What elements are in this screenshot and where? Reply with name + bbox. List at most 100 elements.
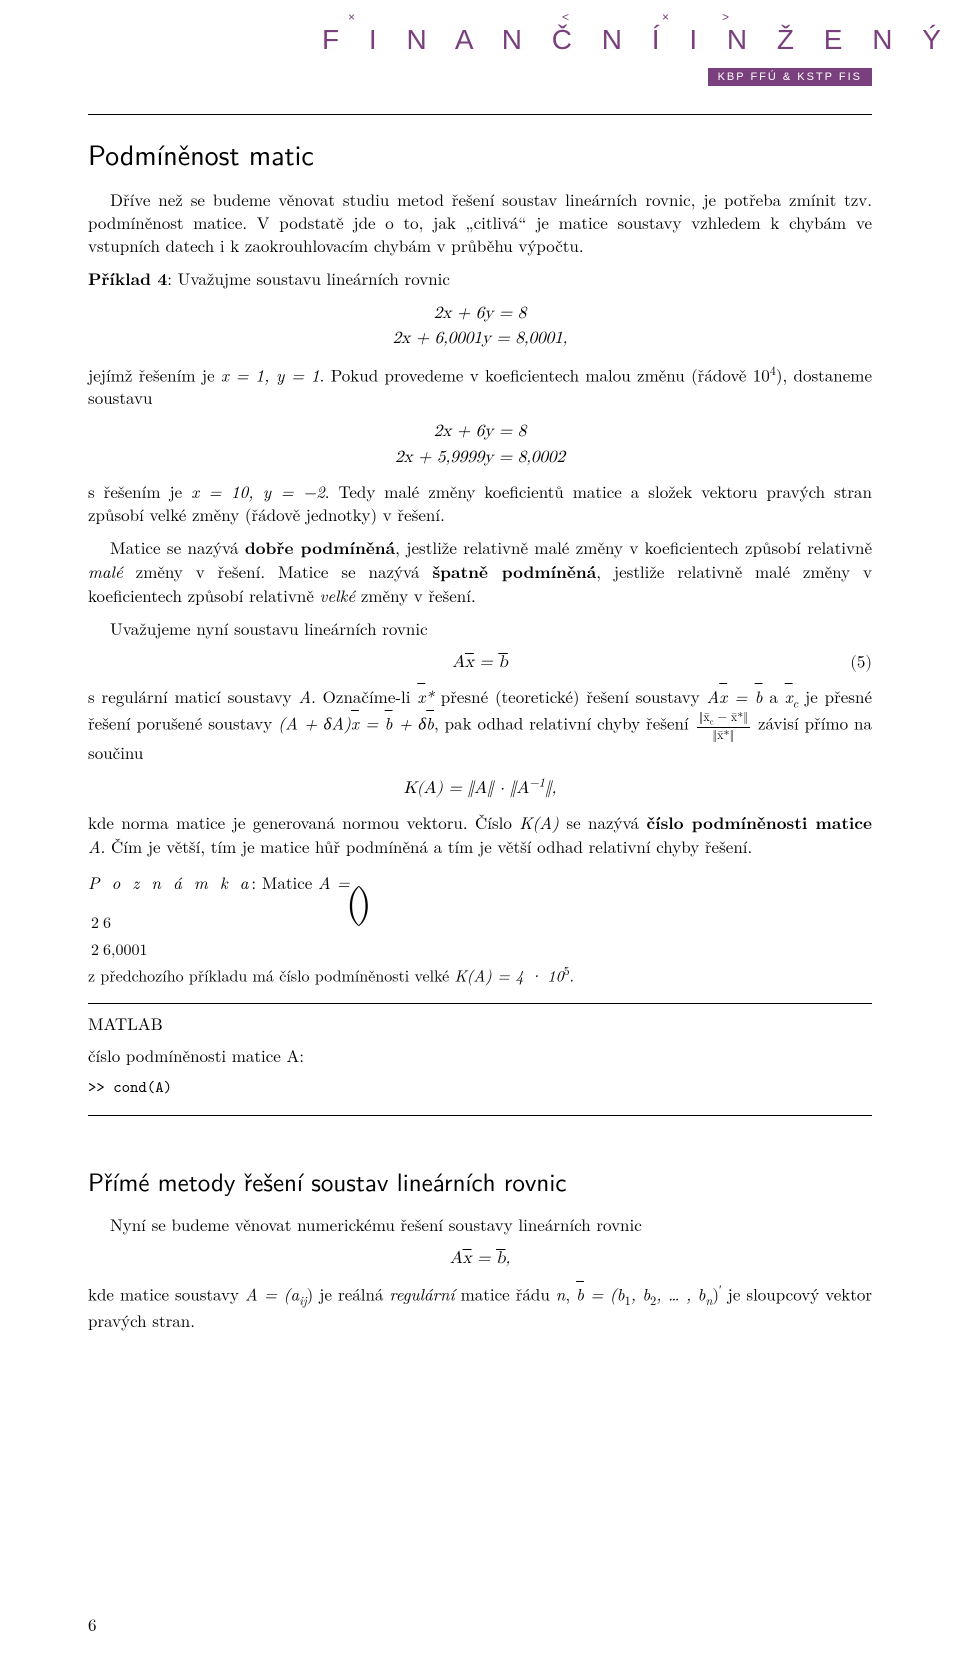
p4b: , jestliže relativně malé změny v koefic…	[395, 535, 872, 559]
remark-label: P o z n á m k a	[88, 870, 251, 894]
p6-perturbed: (A + δA)x = b + δb	[278, 711, 434, 735]
eq5-number: (5)	[850, 650, 872, 676]
p4a: Matice se nazývá	[110, 535, 245, 559]
eq-axb-body: Ax = b,	[450, 1250, 510, 1267]
brand-sub-wrap: KBP FFÚ & KSTP FIS	[322, 62, 872, 86]
m-a11: 2	[90, 909, 100, 934]
eq4-exp: −1	[529, 777, 545, 789]
p7c: . Čím je větší, tím je matice hůř podmín…	[101, 834, 753, 858]
para-intro: Dříve než se budeme věnovat studiu metod…	[88, 188, 872, 257]
page: × < × > F I N A N Č N Í I N Ž E N Ý R S …	[0, 0, 960, 1662]
brand-diacritic-marks: × < × >	[322, 10, 872, 24]
mark-3: ×	[662, 10, 669, 24]
p6e: , pak odhad relativní chyby řešení	[434, 711, 695, 735]
mark-2: <	[562, 10, 569, 24]
eq2-line2: 2x + 5,9999y = 8,0002	[395, 449, 565, 466]
para-direct-intro: Nyní se budeme věnovat numerickému řešen…	[88, 1213, 872, 1236]
p6-xc: xc	[785, 684, 799, 708]
term-ill-conditioned: špatně podmíněná	[432, 560, 596, 584]
p9d: ,	[565, 1282, 576, 1306]
matlab-code: >> cond(A)	[88, 1077, 872, 1099]
remark-para: P o z n á m k a: Matice A =	[88, 868, 872, 897]
section-title-conditioning: Podmíněnost matic	[88, 133, 872, 174]
matlab-desc: číslo podmíněnosti matice A:	[88, 1044, 872, 1067]
p2a: jejímž řešením je	[88, 362, 221, 386]
p9-dots: , … , b	[656, 1282, 705, 1306]
em-male: malé	[88, 559, 123, 583]
example-4-intro: Příklad 4: Uvažujme soustavu lineárních …	[88, 267, 872, 291]
matlab-label: MATLAB	[88, 1012, 872, 1035]
p9c: matice řádu	[455, 1282, 556, 1306]
brand-sub-badge: KBP FFÚ & KSTP FIS	[708, 68, 872, 86]
p3a: s řešením je	[88, 479, 191, 503]
m-a21: 2	[90, 936, 100, 961]
p3-solution: x = 10, y = −2	[191, 479, 325, 503]
frac-num-a: ‖x̄	[699, 708, 710, 725]
p9-sub-ij: ij	[299, 1292, 307, 1310]
equation-axb: Ax = b,	[88, 1246, 872, 1272]
equation-5: Ax = b (5)	[88, 650, 872, 676]
remark-a: : Matice	[251, 870, 318, 894]
p9a: kde matice soustavy	[88, 1282, 245, 1306]
m-a22: 6,0001	[102, 936, 148, 961]
p2-solution: x = 1, y = 1	[221, 362, 320, 386]
eq4-main: K(A) = ‖A‖ · ‖A	[404, 780, 530, 797]
p6b: . Označíme-li	[311, 684, 417, 708]
em-velke: velké	[320, 583, 356, 607]
para-matrix-def: kde matice soustavy A = (aij) je reálná …	[88, 1281, 872, 1332]
p9-n: n	[556, 1282, 566, 1306]
p9b: ) je reálná	[307, 1282, 390, 1306]
p7-A2: A	[88, 834, 101, 858]
eq1-line2: 2x + 6,0001y = 8,0001,	[393, 330, 568, 347]
section-title-direct-methods: Přímé metody řešení soustav lineárních r…	[88, 1162, 872, 1199]
para-norm-explain: kde norma matice je generovaná normou ve…	[88, 811, 872, 858]
p7a: kde norma matice je generovaná normou ve…	[88, 810, 519, 834]
frac-den: ‖x̄*‖	[697, 728, 750, 742]
brand-logo: × < × > F I N A N Č N Í I N Ž E N Ý R S …	[322, 24, 872, 86]
mark-1: ×	[348, 10, 355, 24]
p9-A: A = (a	[245, 1282, 299, 1306]
p6a: s regulární maticí soustavy	[88, 684, 298, 708]
remark-b: z předchozího příkladu má číslo podmíněn…	[88, 964, 455, 987]
p2b: . Pokud provedeme v koeficientech malou …	[320, 362, 770, 386]
p6c: přesné (teoretické) řešení soustavy	[434, 684, 707, 708]
matlab-rule-top	[88, 1003, 872, 1004]
para-condition-number: s regulární maticí soustavy A. Označíme-…	[88, 685, 872, 764]
header-rule	[88, 114, 872, 115]
p4c: změny v řešení. Matice se nazývá	[123, 559, 433, 583]
example-4-text: : Uvažujme soustavu lineárních rovnic	[167, 266, 450, 290]
page-header: × < × > F I N A N Č N Í I N Ž E N Ý R S …	[88, 24, 872, 114]
term-condition-number: číslo podmíněnosti matice	[646, 811, 872, 835]
para-consider-system: Uvažujeme nyní soustavu lineárních rovni…	[88, 617, 872, 640]
p9-bvec: b = (b	[576, 1282, 624, 1306]
p6-eqref: Ax = b	[707, 684, 763, 708]
relative-error-fraction: ‖x̄c − x̄*‖‖x̄*‖	[695, 711, 752, 741]
p6-A: A	[298, 684, 311, 708]
p9-c1: , b	[631, 1282, 650, 1306]
para-after-eq1: jejímž řešením je x = 1, y = 1. Pokud pr…	[88, 362, 872, 410]
p7b: se nazývá	[559, 810, 647, 834]
remark-dot: .	[570, 964, 574, 987]
m-a12: 6	[102, 909, 148, 934]
eq-ka: K(A) = ‖A‖ · ‖A−1‖,	[404, 780, 557, 797]
term-well-conditioned: dobře podmíněná	[245, 536, 395, 560]
remark-KA: K(A) = 4 · 10	[455, 964, 564, 987]
para-definition: Matice se nazývá dobře podmíněná, jestli…	[88, 536, 872, 607]
frac-num-b: − x̄*‖	[714, 708, 748, 725]
matlab-rule-bottom	[88, 1115, 872, 1116]
mark-4: >	[722, 10, 729, 24]
equation-system-1: 2x + 6y = 8 2x + 6,0001y = 8,0001,	[88, 301, 872, 352]
eq5-body: Ax = b	[452, 654, 508, 671]
p7-KA: K(A)	[519, 810, 559, 834]
eq4-end: ‖,	[545, 780, 557, 797]
para-after-eq2: s řešením je x = 10, y = −2. Tedy malé z…	[88, 480, 872, 526]
p6-xstar: x*	[417, 684, 434, 708]
equation-condition-number: K(A) = ‖A‖ · ‖A−1‖,	[88, 774, 872, 801]
equation-system-2: 2x + 6y = 8 2x + 5,9999y = 8,0002	[88, 419, 872, 470]
page-number: 6	[88, 1612, 97, 1636]
example-4-label: Příklad 4	[88, 267, 167, 291]
p9-em-regular: regulární	[389, 1282, 454, 1306]
eq2-line1: 2x + 6y = 8	[434, 423, 526, 440]
p4e: změny v řešení.	[355, 583, 476, 607]
eq1-line1: 2x + 6y = 8	[434, 305, 526, 322]
